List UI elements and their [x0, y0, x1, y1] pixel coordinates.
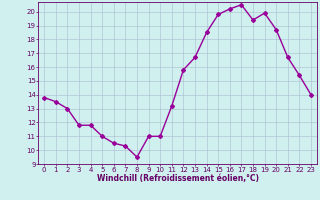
X-axis label: Windchill (Refroidissement éolien,°C): Windchill (Refroidissement éolien,°C) [97, 174, 259, 183]
